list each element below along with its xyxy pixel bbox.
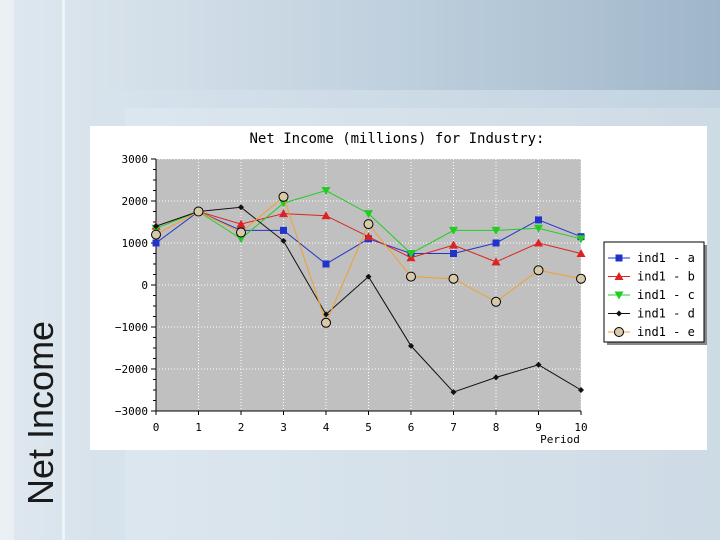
data-point	[578, 387, 584, 393]
line-chart: Net Income (millions) for Industry: 0 1 2 3…	[115, 131, 707, 446]
data-point	[492, 239, 500, 247]
x-tick-label: 2	[238, 421, 245, 434]
data-point	[279, 209, 288, 218]
data-point	[534, 238, 543, 247]
data-point	[238, 204, 244, 211]
x-tick-label: 1	[195, 421, 202, 434]
x-tick-label: 7	[450, 421, 457, 434]
data-point	[576, 249, 586, 257]
x-tick-label: 5	[365, 421, 372, 434]
legend-label: ind1 - a	[637, 251, 695, 265]
data-point	[151, 229, 161, 240]
data-point	[193, 206, 204, 217]
slide-side-title: Net Income	[20, 320, 61, 505]
y-tick-label: −2000	[115, 363, 148, 376]
data-point	[491, 257, 501, 266]
y-tick-label: −1000	[115, 321, 148, 334]
data-point	[493, 374, 499, 381]
data-point	[450, 389, 457, 396]
y-tick-label: 3000	[122, 153, 149, 166]
x-tick-label: 3	[280, 421, 287, 434]
data-point	[406, 250, 416, 258]
x-tick-label: 8	[493, 421, 500, 434]
data-point	[576, 273, 586, 284]
data-point	[364, 232, 373, 241]
data-point	[449, 226, 458, 235]
legend-label: ind1 - c	[637, 288, 695, 302]
background-stripe	[0, 0, 14, 540]
legend-marker	[614, 291, 624, 300]
legend-label: ind1 - e	[637, 325, 695, 339]
data-point	[236, 235, 246, 244]
data-point	[321, 211, 331, 220]
data-point	[280, 226, 287, 234]
data-point	[321, 317, 331, 328]
data-point	[236, 227, 246, 238]
y-tick-label: 2000	[122, 195, 149, 208]
x-tick-label: 0	[153, 421, 160, 434]
data-point	[236, 219, 246, 228]
data-point	[321, 187, 331, 195]
grid	[155, 158, 582, 412]
data-point	[365, 273, 372, 280]
data-point	[534, 224, 543, 233]
data-point	[153, 223, 159, 230]
y-tick-label: 0	[141, 279, 148, 292]
data-point	[406, 271, 416, 282]
data-point	[535, 361, 542, 368]
legend-marker	[615, 254, 623, 262]
series-5	[151, 191, 586, 328]
data-point	[280, 237, 287, 244]
legend-marker	[614, 272, 624, 280]
y-tick-label: −3000	[115, 405, 148, 418]
data-point	[323, 311, 329, 318]
x-axis-label: Period	[540, 433, 580, 446]
legend-marker	[616, 310, 622, 317]
data-point	[152, 239, 160, 247]
chart-title: Net Income (millions) for Industry:	[249, 131, 544, 147]
x-tick-label: 9	[535, 421, 542, 434]
legend-label: ind1 - d	[637, 307, 695, 321]
data-point	[279, 199, 288, 208]
legend: ind1 - a ind1 - b ind1 - c ind1 - d ind1 - e	[603, 241, 707, 345]
legend-marker	[614, 327, 624, 337]
y-tick-label: 1000	[122, 237, 149, 250]
data-point	[364, 210, 373, 219]
x-tick-label: 6	[408, 421, 415, 434]
data-point	[491, 226, 501, 235]
data-point	[363, 219, 374, 230]
chart-panel: Net Income (millions) for Industry: 0 1 2 3…	[90, 126, 707, 450]
data-point	[535, 216, 542, 224]
data-point	[576, 235, 586, 244]
data-point	[449, 240, 458, 249]
data-point	[450, 250, 457, 257]
background-stripe	[62, 0, 65, 540]
x-tick-label: 10	[574, 421, 587, 434]
axes: 0 1 2 3 4 5 6 7 8 9 10 3000 2000 1000 0 −1000 −2000 −3000	[115, 153, 588, 434]
series-layer	[151, 187, 586, 396]
legend-label: ind1 - b	[637, 270, 695, 284]
data-point	[491, 296, 501, 307]
data-point	[322, 260, 330, 268]
data-point	[533, 265, 544, 276]
data-point	[408, 342, 414, 349]
x-tick-label: 4	[323, 421, 330, 434]
data-point	[278, 191, 289, 202]
data-point	[448, 273, 459, 284]
